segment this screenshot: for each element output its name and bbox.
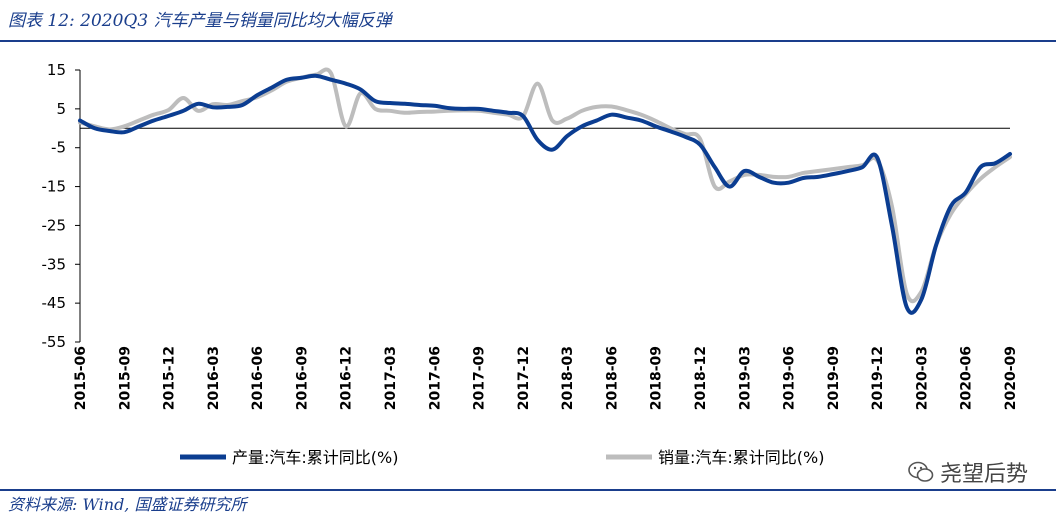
x-tick-label: 2016-09	[294, 346, 310, 410]
y-tick-label: 15	[47, 61, 66, 79]
x-tick-label: 2015-09	[117, 346, 133, 410]
source-note: 资料来源: Wind, 国盛证券研究所	[8, 495, 247, 514]
wechat-icon	[908, 461, 934, 482]
x-tick-label: 2018-09	[649, 346, 665, 410]
line-chart: 155-5-15-25-35-45-55 2015-06 2015-09 2015-…	[42, 61, 1020, 467]
x-tick-label: 2016-12	[339, 346, 355, 410]
legend-label-sales: 销量:汽车:累计同比(%)	[658, 448, 824, 467]
x-tick-label: 2015-06	[73, 346, 89, 410]
x-tick-label: 2018-03	[560, 346, 576, 410]
x-tick-label: 2019-12	[870, 346, 886, 410]
y-tick-label: -15	[42, 178, 67, 196]
series-line-sales	[78, 67, 1012, 304]
x-tick-label: 2020-09	[1003, 346, 1019, 410]
x-axis: 2015-06 2015-09 2015-12 2016-03 2016-06 2016-…	[73, 346, 1019, 410]
x-tick-label: 2016-06	[250, 346, 266, 410]
x-tick-label: 2016-03	[206, 346, 222, 410]
y-tick-label: -5	[51, 139, 66, 157]
watermark-text: 尧望后势	[939, 462, 1028, 487]
y-tick-label: -25	[42, 216, 67, 234]
source-rule	[0, 489, 1056, 491]
x-tick-label: 2017-09	[472, 346, 488, 410]
x-tick-label: 2017-12	[516, 346, 532, 410]
x-tick-label: 2018-06	[604, 346, 620, 410]
legend-label-production: 产量:汽车:累计同比(%)	[232, 448, 398, 467]
x-tick-label: 2020-06	[959, 346, 975, 410]
legend: 产量:汽车:累计同比(%) 销量:汽车:累计同比(%)	[180, 448, 824, 467]
x-tick-label: 2017-03	[383, 346, 399, 410]
y-tick-label: -55	[42, 333, 67, 351]
series-line-production	[78, 73, 1012, 315]
y-axis: 15 5 -5 -15 -25 -35 -45 -55	[42, 61, 81, 351]
y-tick-label: 5	[56, 100, 66, 118]
watermark: 尧望后势	[908, 455, 1028, 489]
x-tick-label: 2020-03	[914, 346, 930, 410]
x-tick-label: 2018-12	[693, 346, 709, 410]
y-tick-label: -45	[42, 294, 67, 312]
x-tick-label: 2019-03	[737, 346, 753, 410]
x-tick-label: 2017-06	[427, 346, 443, 410]
series-group	[78, 67, 1012, 315]
title-rule	[0, 40, 1056, 42]
x-tick-label: 2015-12	[162, 346, 178, 410]
figure-title: 图表 12: 2020Q3 汽车产量与销量同比均大幅反弹	[8, 11, 392, 31]
x-tick-label: 2019-06	[782, 346, 798, 410]
x-tick-label: 2019-09	[826, 346, 842, 410]
y-tick-label: -35	[42, 255, 67, 273]
